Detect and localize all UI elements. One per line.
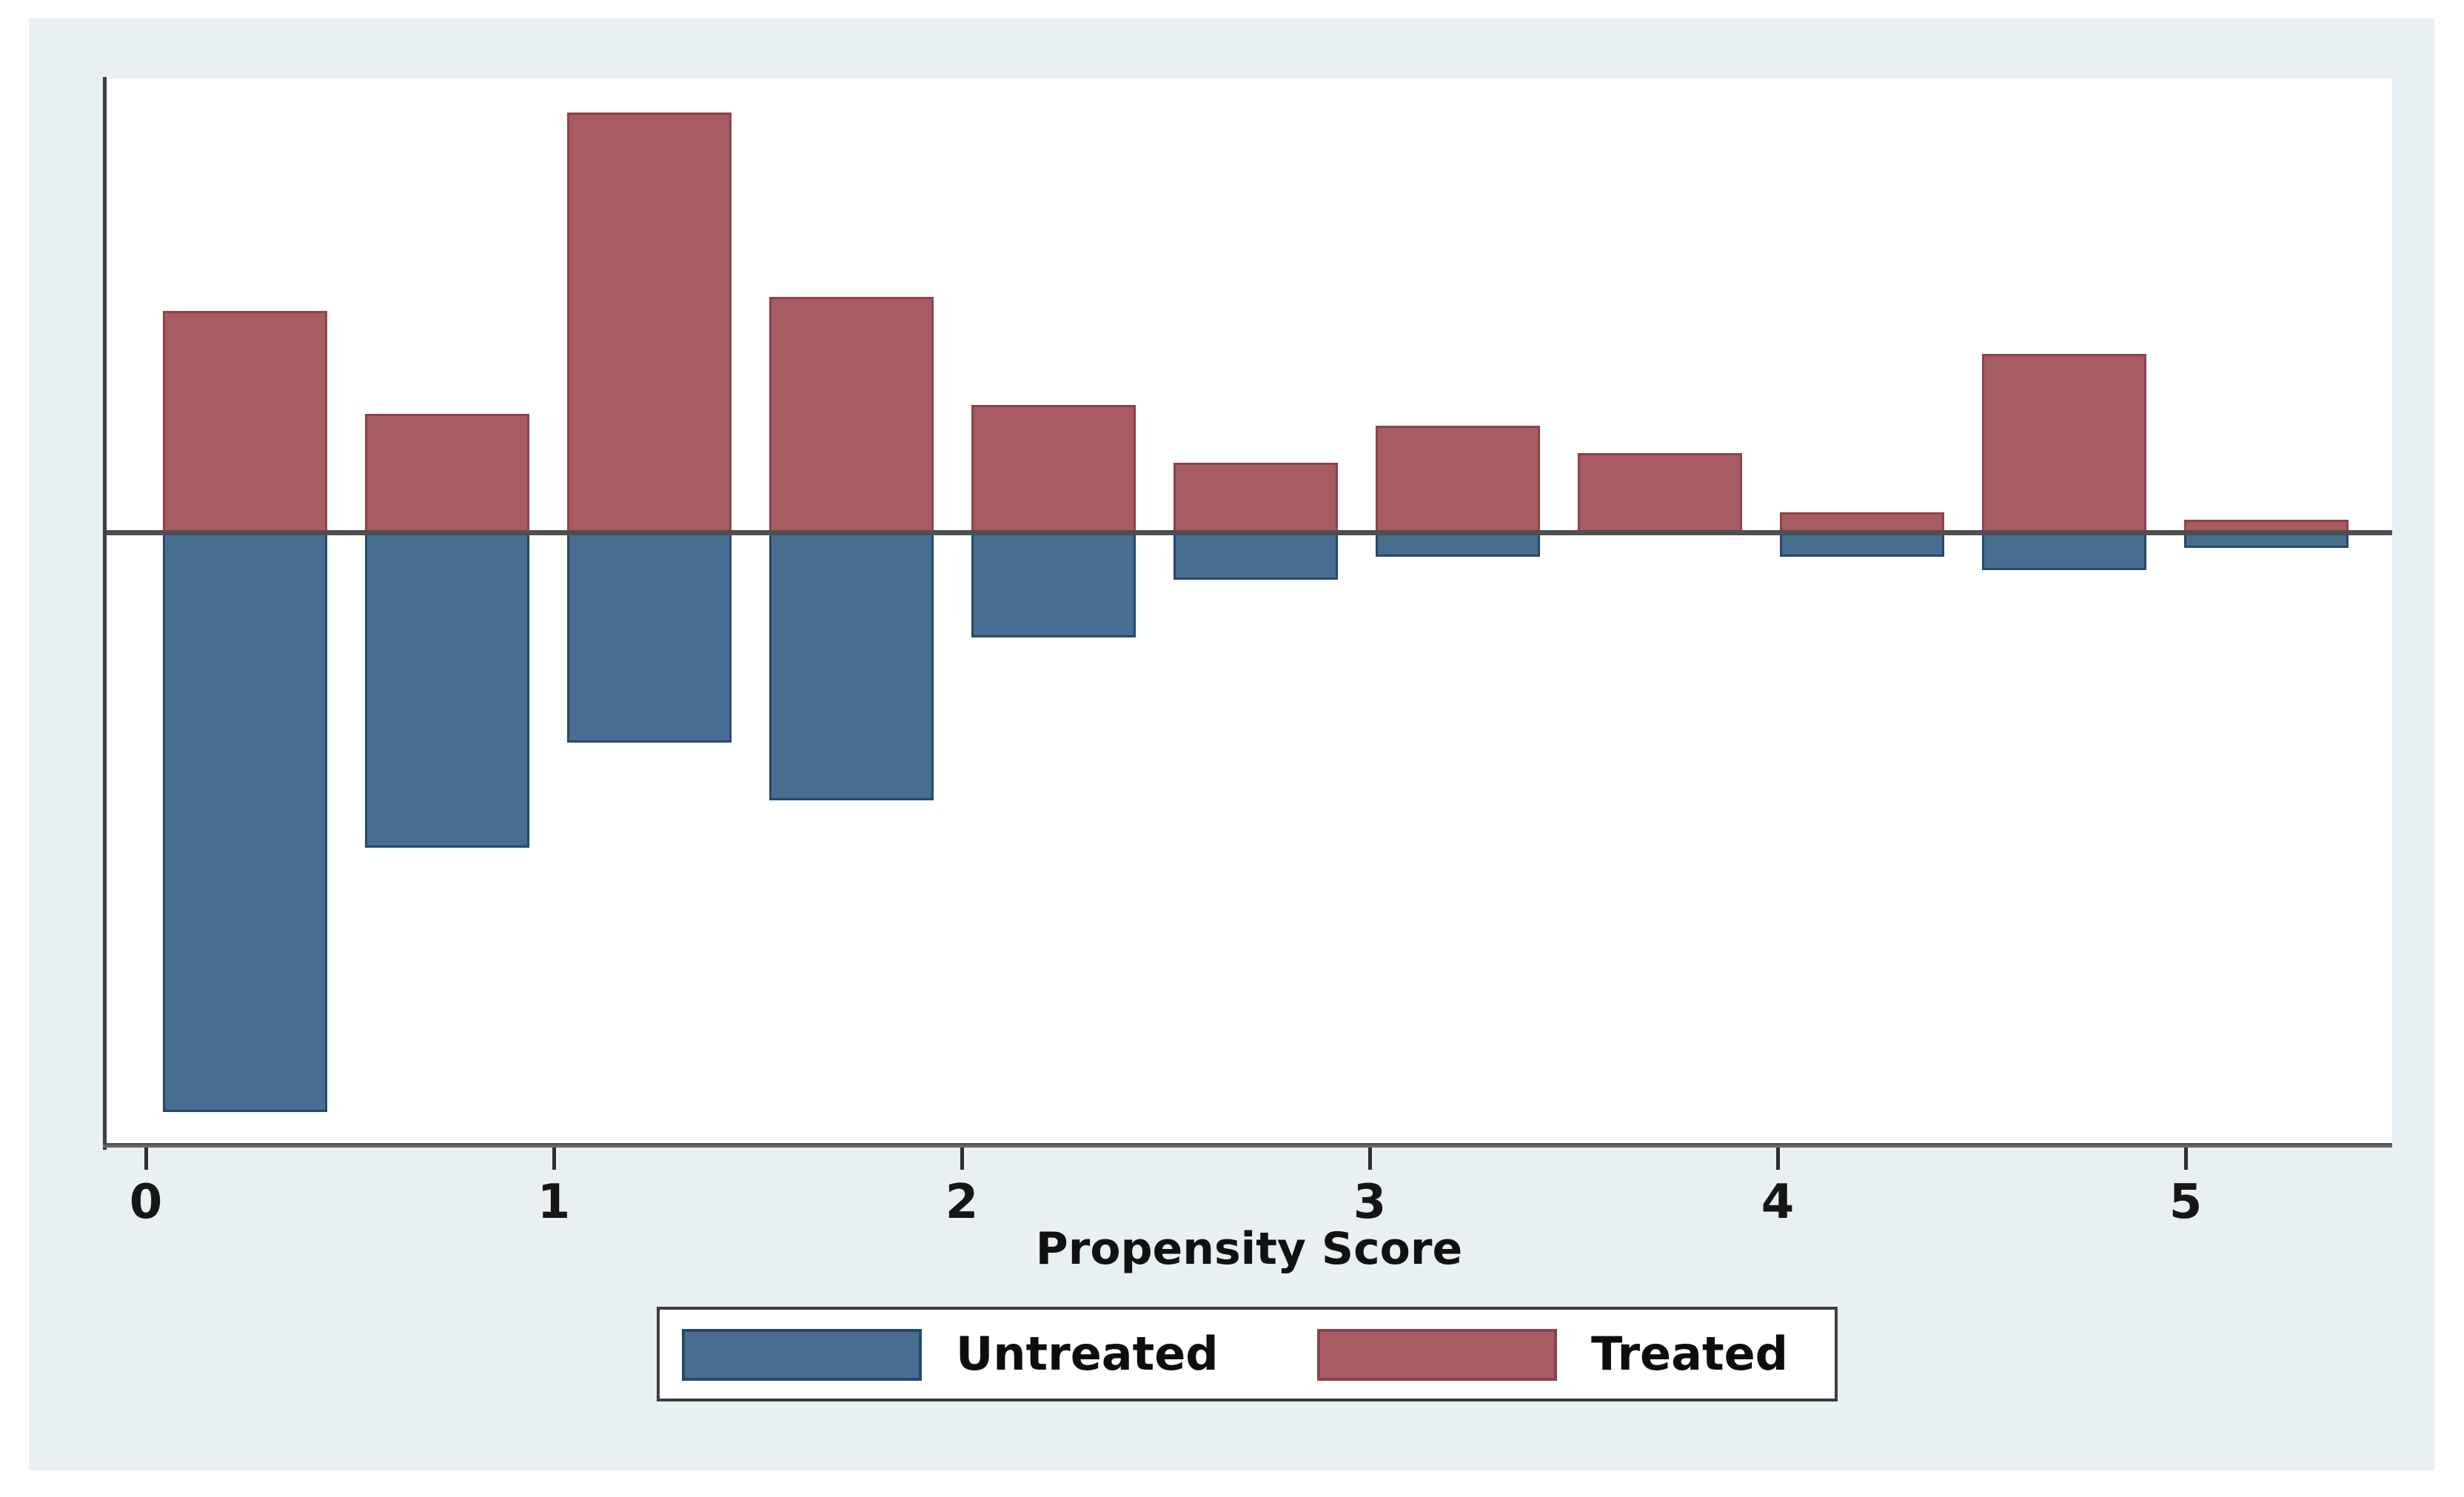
y-axis-line	[103, 77, 107, 1150]
treated-bar-5	[971, 405, 1136, 533]
legend-swatch-treated	[1317, 1329, 1557, 1381]
untreated-bar-4	[769, 533, 934, 800]
treated-bar-11	[2184, 520, 2348, 533]
x-tick-mark-5	[2184, 1148, 2188, 1170]
x-axis-line	[103, 1143, 2392, 1148]
untreated-bar-10	[1982, 533, 2146, 570]
untreated-bar-11	[2184, 533, 2348, 548]
x-tick-mark-4	[1776, 1148, 1780, 1170]
legend-swatch-untreated	[682, 1329, 922, 1381]
treated-bar-1	[163, 311, 327, 533]
treated-bar-2	[365, 414, 529, 533]
treated-bar-3	[567, 113, 732, 533]
x-tick-mark-0	[144, 1148, 148, 1170]
untreated-bar-3	[567, 533, 732, 743]
x-tick-label-5: 5	[2169, 1175, 2203, 1230]
x-tick-mark-3	[1368, 1148, 1372, 1170]
x-tick-label-4: 4	[1761, 1175, 1795, 1230]
untreated-bar-9	[1780, 533, 1944, 557]
untreated-bar-1	[163, 533, 327, 1112]
untreated-bar-7	[1376, 533, 1540, 557]
x-tick-label-2: 2	[945, 1175, 979, 1230]
legend-label-untreated: Untreated	[956, 1327, 1219, 1381]
untreated-bar-5	[971, 533, 1136, 637]
x-tick-mark-1	[552, 1148, 556, 1170]
treated-bar-7	[1376, 426, 1540, 533]
treated-bar-9	[1780, 512, 1944, 533]
legend-label-treated: Treated	[1591, 1327, 1789, 1381]
zero-baseline	[106, 530, 2392, 535]
legend: Untreated Treated	[657, 1307, 1838, 1401]
x-tick-mark-2	[960, 1148, 964, 1170]
treated-bar-8	[1578, 453, 1742, 533]
x-tick-label-3: 3	[1353, 1175, 1387, 1230]
treated-bar-6	[1174, 463, 1338, 533]
x-axis-title: Propensity Score	[1035, 1223, 1463, 1275]
untreated-bar-6	[1174, 533, 1338, 580]
treated-bar-10	[1982, 354, 2146, 533]
x-tick-label-0: 0	[129, 1175, 163, 1230]
untreated-bar-2	[365, 533, 529, 848]
x-tick-label-1: 1	[537, 1175, 571, 1230]
treated-bar-4	[769, 297, 934, 533]
